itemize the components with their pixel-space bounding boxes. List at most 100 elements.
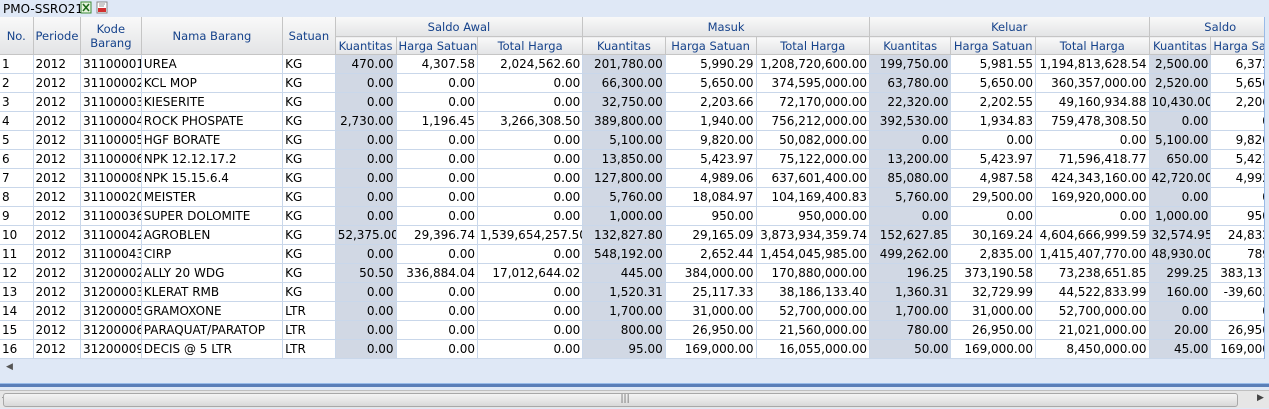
table-row[interactable]: 12 2012 31200002 ALLY 20 WDG KG 50.50 336,884.…	[0, 263, 1264, 283]
table-cell: 0.00	[396, 320, 479, 340]
table-cell: 1,415,407,770.00	[1035, 244, 1150, 264]
table-cell: KG	[282, 263, 336, 283]
subheader-keluar-kuantitas[interactable]: Kuantitas	[869, 36, 952, 55]
table-cell: 2012	[33, 225, 81, 245]
subheader-saldo-awal-kuantitas[interactable]: Kuantitas	[335, 36, 397, 55]
excel-export-icon[interactable]	[80, 1, 92, 14]
table-cell: 29,165.09	[665, 225, 757, 245]
table-cell: 8	[0, 187, 34, 207]
table-row[interactable]: 15 2012 31200006 PARAQUAT/PARATOP LTR 0.00 0.0…	[0, 320, 1264, 340]
table-row[interactable]: 1 2012 31100001 UREA KG 470.00 4,307.58 2,024,5…	[0, 54, 1264, 74]
table-cell: NPK 15.15.6.4	[141, 168, 284, 188]
table-cell: LTR	[282, 339, 336, 359]
table-cell: 5,650.00	[1210, 73, 1264, 93]
table-cell: 31200006	[80, 320, 142, 340]
table-cell: 169,000.00	[950, 339, 1037, 359]
table-cell: 31200002	[80, 263, 142, 283]
subheader-masuk-total-harga[interactable]: Total Harga	[756, 36, 870, 55]
table-cell: 75,122,000.00	[756, 149, 870, 169]
table-cell: 424,343,160.00	[1035, 168, 1150, 188]
table-row[interactable]: 13 2012 31200003 KLERAT RMB KG 0.00 0.00 0.00 1,…	[0, 282, 1264, 302]
table-row[interactable]: 14 2012 31200005 GRAMOXONE LTR 0.00 0.00 0.00 1,…	[0, 301, 1264, 321]
table-cell: 0.00	[396, 206, 479, 226]
col-header-kode[interactable]: Kode Barang	[80, 17, 142, 55]
table-cell: 9,820.00	[1210, 130, 1264, 150]
table-cell: 0.00	[335, 206, 397, 226]
table-cell: 637,601,400.00	[756, 168, 870, 188]
scroll-left-icon[interactable]: ◀	[6, 362, 13, 372]
table-row[interactable]: 11 2012 31100043 CIRP KG 0.00 0.00 0.00 548,192.…	[0, 244, 1264, 264]
table-cell: KG	[282, 244, 336, 264]
table-row[interactable]: 3 2012 31100003 KIESERITE KG 0.00 0.00 0.00 32,7…	[0, 92, 1264, 112]
table-cell: 31100008	[80, 168, 142, 188]
table-cell: 17,012,644.02	[477, 263, 584, 283]
table-cell: 170,880,000.00	[756, 263, 870, 283]
table-cell: 32,729.99	[950, 282, 1037, 302]
table-cell: 9	[0, 206, 34, 226]
table-cell: 389,800.00	[582, 111, 666, 131]
table-row[interactable]: 6 2012 31100006 NPK 12.12.17.2 KG 0.00 0.00 0.0…	[0, 149, 1264, 169]
group-header-saldo-awal: Saldo Awal	[335, 17, 584, 37]
table-cell: 73,238,651.85	[1035, 263, 1150, 283]
table-cell: 0.00	[477, 206, 584, 226]
pdf-export-icon[interactable]	[96, 1, 108, 14]
col-header-satuan[interactable]: Satuan	[282, 17, 336, 55]
subheader-keluar-total-harga[interactable]: Total Harga	[1035, 36, 1150, 55]
table-row[interactable]: 2 2012 31100002 KCL MOP KG 0.00 0.00 0.00 66,300…	[0, 73, 1264, 93]
table-row[interactable]: 5 2012 31100005 HGF BORATE KG 0.00 0.00 0.00 5,1…	[0, 130, 1264, 150]
table-cell: 1,934.83	[950, 111, 1037, 131]
table-cell: 42,720.00	[1149, 168, 1212, 188]
table-cell: ALLY 20 WDG	[141, 263, 284, 283]
table-cell: 11	[0, 244, 34, 264]
horizontal-scrollbar[interactable]: ◀ ||| ▶	[0, 390, 1269, 408]
subheader-masuk-harga-satuan[interactable]: Harga Satuan	[665, 36, 757, 55]
table-cell: 5,760.00	[869, 187, 952, 207]
table-cell: 5,990.29	[665, 54, 757, 74]
table-cell: 85,080.00	[869, 168, 952, 188]
table-cell: 0.00	[335, 339, 397, 359]
table-cell: 445.00	[582, 263, 666, 283]
data-grid[interactable]: No. Periode Kode Barang Nama Barang Satu…	[0, 17, 1265, 359]
table-cell: 2,203.66	[665, 92, 757, 112]
table-cell: 0.00	[335, 149, 397, 169]
table-cell: PARAQUAT/PARATOP	[141, 320, 284, 340]
table-cell: 392,530.00	[869, 111, 952, 131]
table-row[interactable]: 10 2012 31100042 AGROBLEN KG 52,375.00 29,396.…	[0, 225, 1264, 245]
table-cell: 169,000.00	[1210, 339, 1264, 359]
report-title: PMO-SSRO21	[3, 2, 83, 16]
subheader-saldo-harga-satuan[interactable]: Harga Satuan	[1210, 36, 1264, 55]
panel-divider	[0, 383, 1269, 387]
subheader-saldo-kuantitas[interactable]: Kuantitas	[1149, 36, 1212, 55]
col-header-periode[interactable]: Periode	[33, 17, 81, 55]
subheader-keluar-harga-satuan[interactable]: Harga Satuan	[950, 36, 1037, 55]
col-header-no[interactable]: No.	[0, 17, 34, 55]
table-row[interactable]: 16 2012 31200009 DECIS @ 5 LTR LTR 0.00 0.00 0.…	[0, 339, 1264, 359]
subheader-saldo-awal-total-harga[interactable]: Total Harga	[477, 36, 584, 55]
table-row[interactable]: 9 2012 31100036 SUPER DOLOMITE KG 0.00 0.00 0.0…	[0, 206, 1264, 226]
table-cell: 6	[0, 149, 34, 169]
table-row[interactable]: 7 2012 31100008 NPK 15.15.6.4 KG 0.00 0.00 0.00…	[0, 168, 1264, 188]
table-cell: KG	[282, 149, 336, 169]
table-cell: 5,650.00	[665, 73, 757, 93]
table-cell: 0.00	[1210, 111, 1264, 131]
table-cell: 152,627.85	[869, 225, 952, 245]
col-header-nama[interactable]: Nama Barang	[141, 17, 284, 55]
table-cell: 31,000.00	[950, 301, 1037, 321]
subheader-saldo-awal-harga-satuan[interactable]: Harga Satuan	[396, 36, 479, 55]
table-cell: 18,084.97	[665, 187, 757, 207]
table-cell: 0.00	[335, 92, 397, 112]
table-cell: 0.00	[335, 187, 397, 207]
table-cell: 2,730.00	[335, 111, 397, 131]
table-row[interactable]: 8 2012 31100020 MEISTER KG 0.00 0.00 0.00 5,760.…	[0, 187, 1264, 207]
table-cell: 0.00	[335, 301, 397, 321]
table-cell: 199,750.00	[869, 54, 952, 74]
scrollbar-thumb[interactable]: |||	[3, 393, 1238, 407]
table-cell: 1,196.45	[396, 111, 479, 131]
subheader-masuk-kuantitas[interactable]: Kuantitas	[582, 36, 666, 55]
table-cell: 25,117.33	[665, 282, 757, 302]
table-cell: NPK 12.12.17.2	[141, 149, 284, 169]
table-cell: 32,750.00	[582, 92, 666, 112]
table-cell: 384,000.00	[665, 263, 757, 283]
scrollbar-right-arrow-icon[interactable]: ▶	[1257, 393, 1264, 403]
table-row[interactable]: 4 2012 31100004 ROCK PHOSPATE KG 2,730.00 1,19…	[0, 111, 1264, 131]
